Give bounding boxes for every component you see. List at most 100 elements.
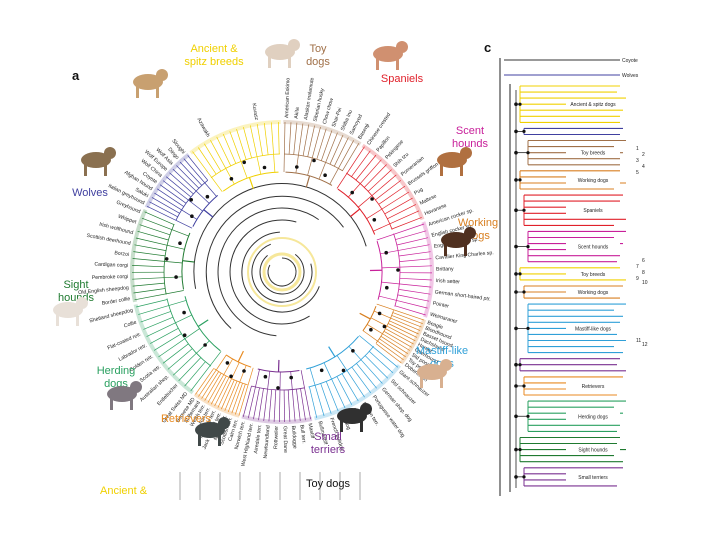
leaf-branch — [356, 363, 377, 389]
leaf-label: Maltese — [419, 193, 438, 206]
clade-label-bg — [566, 148, 620, 157]
leaf-branch — [220, 379, 235, 410]
support-node — [526, 414, 530, 418]
leaf-branch — [132, 282, 165, 287]
clade-label: Herding dogs — [578, 414, 608, 420]
leaf-branch — [234, 383, 246, 415]
clade-arc-terriers — [257, 368, 300, 373]
marker-number: 3 — [636, 158, 639, 164]
support-node — [514, 290, 518, 294]
support-node — [242, 369, 246, 373]
clade-label-bg — [566, 206, 620, 215]
support-node — [164, 257, 169, 261]
leaf-branch — [278, 121, 280, 155]
leaf-label: Havanese — [424, 203, 448, 217]
support-node — [522, 290, 526, 294]
clade-label-bg — [566, 242, 620, 251]
dog-photo — [195, 417, 230, 446]
leaf-branch — [309, 367, 325, 417]
leaf-branch — [236, 128, 247, 160]
dog-photo — [437, 147, 472, 176]
leaf-branch — [242, 385, 252, 417]
support-node — [182, 333, 187, 338]
leaf-branch — [143, 316, 174, 330]
leaf-branch — [336, 376, 353, 405]
clade-stem-herding — [197, 319, 209, 327]
leaf-branch — [398, 289, 431, 295]
sector-band-sight — [130, 208, 148, 303]
dog-photo — [441, 227, 476, 256]
leaf-branch — [256, 124, 263, 156]
leaf-branch — [167, 348, 193, 370]
leaf-branch — [351, 366, 372, 394]
leaf-label: Scottish deerhound — [86, 233, 131, 247]
clade-label: Toy breeds — [581, 151, 606, 157]
clade-arc-herding — [184, 296, 221, 352]
clade-arc-wolves — [175, 179, 208, 221]
support-node — [514, 102, 518, 106]
dog-photo — [107, 381, 142, 410]
leaf-branch — [302, 124, 310, 156]
leaf-branch — [376, 223, 425, 241]
support-node — [396, 268, 400, 272]
leaf-branch — [316, 128, 327, 160]
group-label-toy: dogs — [306, 56, 330, 68]
support-node — [518, 102, 522, 106]
leaf-branch — [229, 131, 248, 179]
support-node — [178, 241, 182, 245]
clade-label-bg — [566, 288, 620, 296]
leaf-branch — [383, 330, 412, 348]
leaf-branch — [187, 155, 209, 181]
leaf-branch — [273, 389, 277, 422]
group-label-working: Working — [458, 217, 498, 229]
support-node — [514, 384, 518, 388]
support-node — [372, 218, 377, 222]
leaf-branch — [287, 389, 291, 422]
group-label-herding: Herding — [97, 365, 136, 377]
clade-label: Scent hounds — [578, 245, 609, 251]
support-node — [514, 244, 518, 249]
leaf-branch — [396, 237, 429, 246]
leaf-branch — [300, 388, 306, 421]
leaf-branch — [379, 338, 406, 358]
leaf-branch — [362, 330, 404, 361]
support-node — [526, 326, 530, 330]
clade-label-bg — [566, 324, 620, 333]
leaf-branch — [227, 365, 247, 413]
sector-band-herding — [133, 304, 194, 395]
leaf-branch — [381, 281, 432, 288]
leaf-branch — [309, 386, 318, 418]
leaf-branch — [216, 136, 232, 166]
group-label-ancient: spitz breeds — [184, 56, 244, 68]
inner-ring — [247, 237, 317, 307]
leaf-branch — [270, 122, 276, 173]
leaf-branch — [341, 373, 359, 402]
clade-arc-wolves — [192, 195, 219, 227]
leaf-branch — [133, 251, 166, 257]
group-label-scent: hounds — [452, 138, 489, 150]
inner-ring — [262, 252, 302, 292]
dog-photo — [373, 41, 408, 70]
leaf-branch — [300, 370, 311, 420]
leaf-branch — [295, 123, 304, 174]
core-arc — [241, 231, 320, 313]
leaf-label: Bullmastiff — [317, 421, 329, 446]
leaf-branch — [153, 333, 182, 351]
core-arc — [193, 183, 367, 289]
dog-photo — [81, 147, 116, 176]
marker-number: 5 — [636, 170, 639, 176]
leaf-branch — [172, 340, 210, 376]
leaf-branch — [394, 305, 426, 316]
clade-stem-mastiff — [328, 346, 336, 358]
sector-band-toy — [283, 120, 362, 146]
marker-number: 4 — [642, 164, 645, 170]
leaf-branch — [373, 210, 420, 232]
support-node — [262, 165, 267, 170]
support-node — [323, 173, 327, 177]
leaf-branch — [323, 362, 346, 409]
leaf-branch — [157, 188, 184, 207]
leaf-label: German short-haired ptr. — [434, 289, 491, 302]
core-arc — [205, 195, 344, 329]
bottom-label-toy: Toy dogs — [306, 478, 351, 490]
leaf-branch — [318, 132, 338, 180]
